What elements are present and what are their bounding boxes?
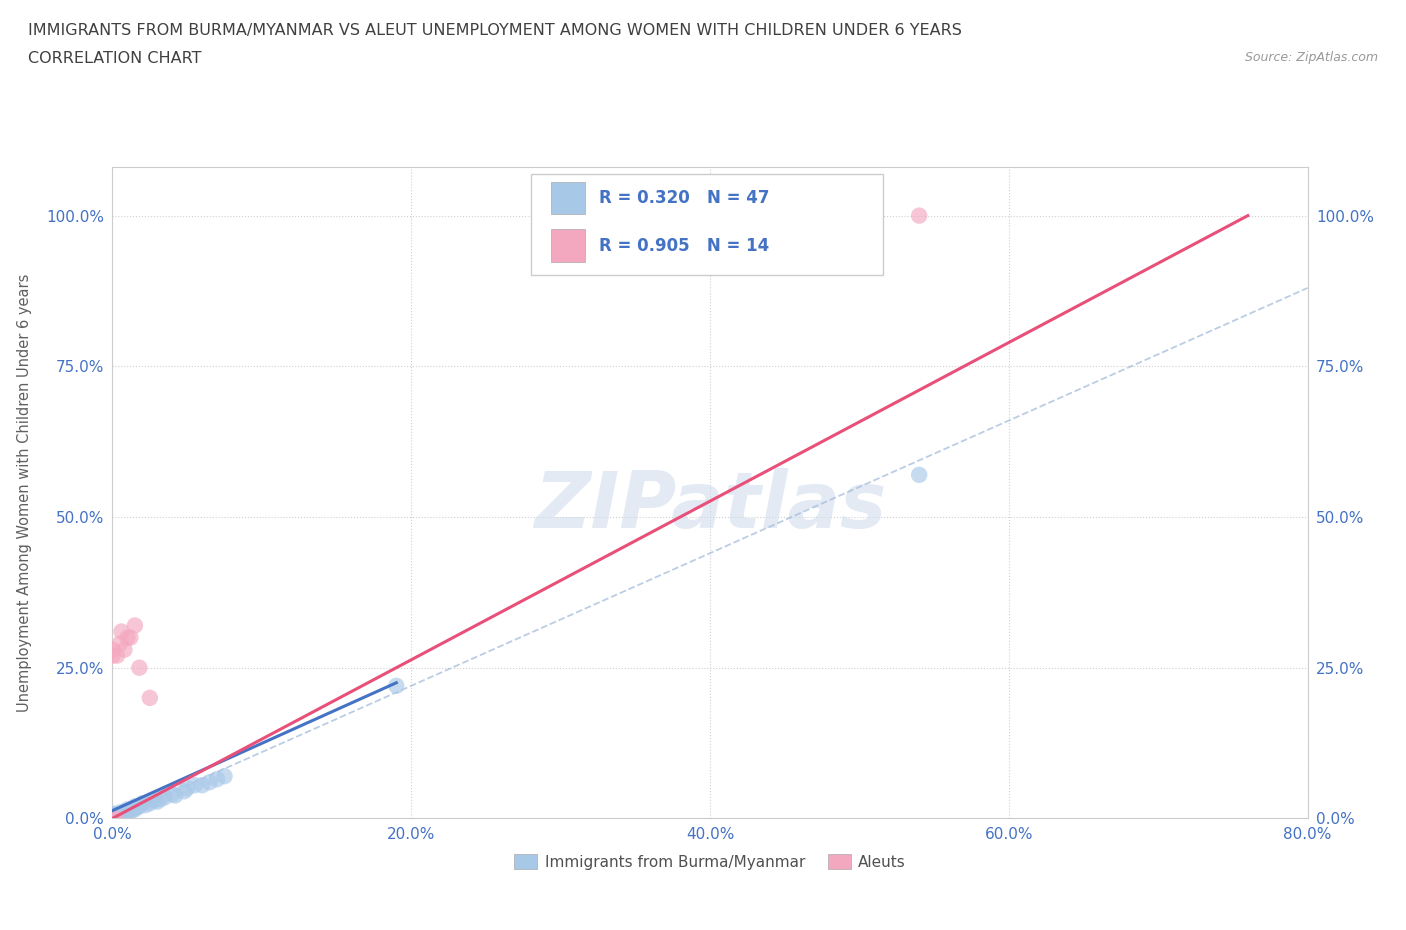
Point <box>108 809 131 824</box>
Text: IMMIGRANTS FROM BURMA/MYANMAR VS ALEUT UNEMPLOYMENT AMONG WOMEN WITH CHILDREN UN: IMMIGRANTS FROM BURMA/MYANMAR VS ALEUT U… <box>28 23 962 38</box>
Point <box>101 811 124 826</box>
Text: ZIPatlas: ZIPatlas <box>534 468 886 544</box>
FancyBboxPatch shape <box>531 174 883 275</box>
Point <box>198 775 221 790</box>
Point <box>205 772 228 787</box>
Y-axis label: Unemployment Among Women with Children Under 6 years: Unemployment Among Women with Children U… <box>17 273 32 712</box>
Point <box>128 799 150 814</box>
Point <box>117 631 139 645</box>
Point <box>214 769 236 784</box>
Point <box>101 811 124 826</box>
Point <box>104 811 127 826</box>
Point <box>107 810 129 825</box>
Point <box>124 799 146 814</box>
Point <box>101 643 124 658</box>
Point <box>108 636 131 651</box>
Point <box>101 811 124 826</box>
Legend: Immigrants from Burma/Myanmar, Aleuts: Immigrants from Burma/Myanmar, Aleuts <box>508 848 912 876</box>
Point <box>173 784 195 799</box>
Text: CORRELATION CHART: CORRELATION CHART <box>28 51 201 66</box>
Point <box>139 796 162 811</box>
Point <box>162 787 183 802</box>
Point <box>120 804 142 818</box>
Point <box>117 802 139 817</box>
Point <box>101 811 124 826</box>
Text: R = 0.320   N = 47: R = 0.320 N = 47 <box>599 189 769 207</box>
Point <box>139 690 162 705</box>
Point <box>105 808 128 823</box>
Point <box>105 648 128 663</box>
Point <box>149 791 172 806</box>
Point <box>385 678 408 693</box>
Point <box>101 809 124 824</box>
Point <box>176 781 198 796</box>
Point <box>101 810 124 825</box>
Point <box>101 811 124 826</box>
Point <box>101 811 124 826</box>
Point <box>101 811 124 826</box>
Point <box>117 805 139 820</box>
Point <box>101 807 124 822</box>
Point <box>114 643 135 658</box>
Point <box>110 808 132 823</box>
Point <box>108 805 131 820</box>
Point <box>101 808 124 823</box>
Point <box>101 806 124 821</box>
Point <box>114 805 135 820</box>
FancyBboxPatch shape <box>551 230 585 262</box>
Point <box>104 811 127 826</box>
Text: R = 0.905   N = 14: R = 0.905 N = 14 <box>599 236 769 255</box>
Point <box>908 208 931 223</box>
Point <box>165 788 187 803</box>
FancyBboxPatch shape <box>551 181 585 214</box>
Point <box>111 806 134 821</box>
Point <box>121 802 143 817</box>
Point <box>143 793 166 808</box>
Point <box>183 777 205 792</box>
Point <box>101 811 124 826</box>
Point <box>125 800 148 815</box>
Point <box>120 631 142 645</box>
Point <box>110 624 132 639</box>
Text: Source: ZipAtlas.com: Source: ZipAtlas.com <box>1244 51 1378 64</box>
Point <box>128 660 150 675</box>
Point <box>153 790 176 804</box>
Point <box>124 618 146 633</box>
Point <box>101 648 124 663</box>
Point <box>131 796 153 811</box>
Point <box>191 777 214 792</box>
Point <box>146 794 169 809</box>
Point <box>908 468 931 483</box>
Point <box>115 807 138 822</box>
Point <box>134 798 156 813</box>
Point <box>124 802 146 817</box>
